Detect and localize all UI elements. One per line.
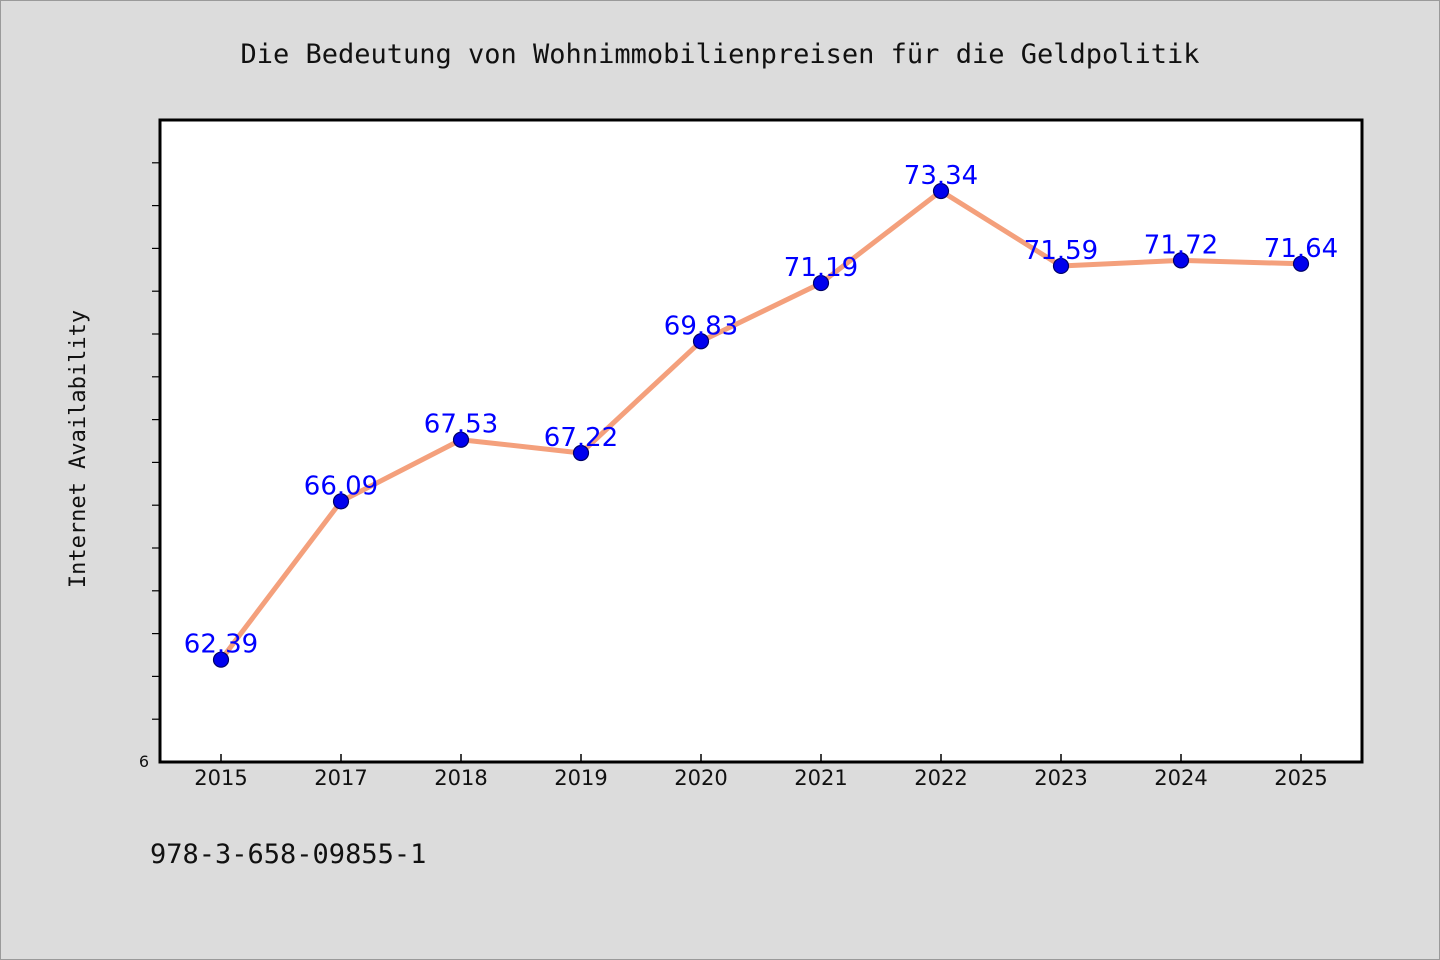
data-label: 62.39 xyxy=(184,630,258,660)
footnote: 978-3-658-09855-1 xyxy=(150,839,426,870)
data-label: 71.72 xyxy=(1144,230,1218,260)
x-tick-label: 2025 xyxy=(1274,766,1327,790)
data-point xyxy=(932,182,950,200)
data-label: 67.22 xyxy=(544,423,618,453)
data-markers xyxy=(212,182,1310,668)
x-tick-label: 2022 xyxy=(914,766,967,790)
chart-title: Die Bedeutung von Wohnimmobilienpreisen … xyxy=(240,39,1199,70)
data-label: 71.59 xyxy=(1024,236,1098,266)
data-point xyxy=(812,274,830,292)
x-tick-label: 2019 xyxy=(554,766,607,790)
data-labels: 62.39 66.09 67.53 67.22 69.83 71.19 73.34 71.59… xyxy=(184,161,1338,660)
x-tick-label: 2020 xyxy=(674,766,727,790)
x-axis-ticks: 2015 2017 2018 2019 2020 2021 2022 2023 2024 2025 xyxy=(194,754,1328,790)
data-point xyxy=(212,651,230,668)
data-point xyxy=(1292,255,1310,272)
data-point xyxy=(332,493,350,510)
data-point xyxy=(1172,252,1190,269)
data-point xyxy=(1052,257,1070,275)
x-tick-label: 2021 xyxy=(794,766,847,790)
data-label: 66.09 xyxy=(304,471,378,501)
data-label: 71.64 xyxy=(1264,234,1338,264)
y-axis-label: Internet Availability xyxy=(66,310,91,588)
y-tick-label: 6 xyxy=(139,752,149,771)
series-line xyxy=(218,188,1304,663)
x-tick-label: 2018 xyxy=(434,766,487,790)
data-point xyxy=(692,333,710,350)
x-tick-label: 2024 xyxy=(1154,766,1207,790)
x-tick-label: 2023 xyxy=(1034,766,1087,790)
data-label: 73.34 xyxy=(904,161,978,191)
data-label: 71.19 xyxy=(784,253,858,283)
data-point xyxy=(572,444,590,462)
plot-area xyxy=(158,118,1364,764)
x-tick-label: 2015 xyxy=(194,766,247,790)
data-label: 67.53 xyxy=(424,410,498,440)
y-axis-ticks: 6 xyxy=(139,162,160,771)
data-label: 69.83 xyxy=(664,311,738,341)
x-tick-label: 2017 xyxy=(314,766,367,790)
data-point xyxy=(452,431,470,448)
